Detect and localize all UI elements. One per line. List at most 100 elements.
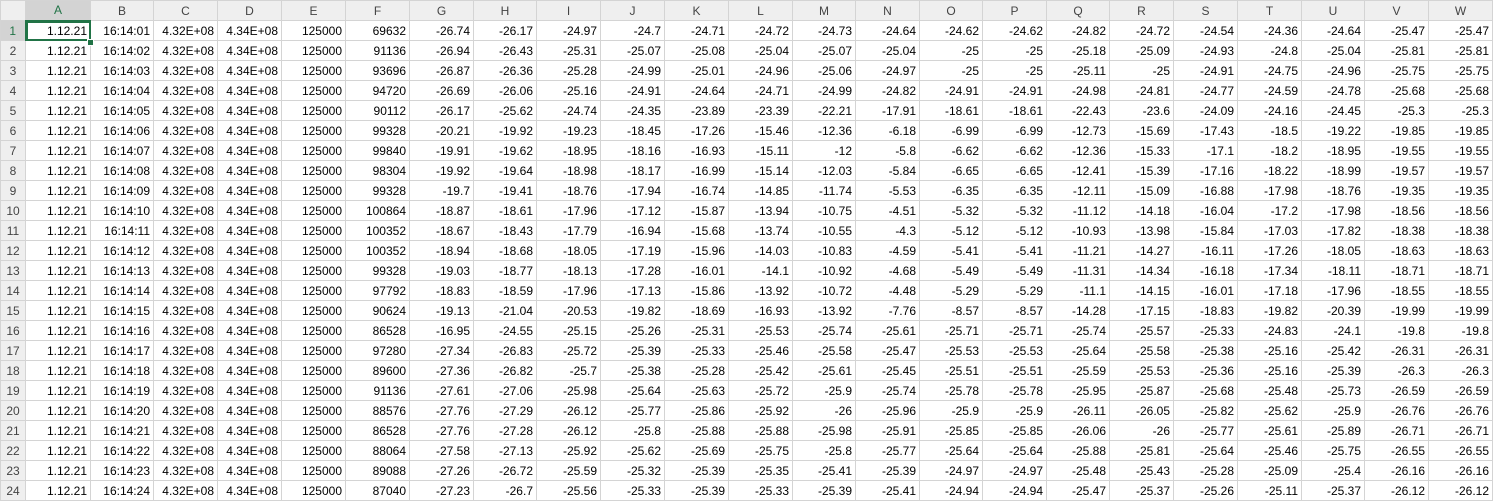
cell-i14[interactable]: -17.96 bbox=[536, 280, 601, 301]
cell-r13[interactable]: -14.34 bbox=[1109, 260, 1174, 281]
cell-s3[interactable]: -24.91 bbox=[1173, 60, 1238, 81]
cell-h16[interactable]: -24.55 bbox=[473, 320, 537, 341]
cell-u5[interactable]: -24.45 bbox=[1301, 100, 1365, 121]
cell-k13[interactable]: -16.01 bbox=[664, 260, 729, 281]
cell-r20[interactable]: -26.05 bbox=[1109, 400, 1174, 421]
cell-o12[interactable]: -5.41 bbox=[919, 240, 983, 261]
cell-h10[interactable]: -18.61 bbox=[473, 200, 537, 221]
cell-d24[interactable]: 4.34E+08 bbox=[217, 480, 282, 501]
cell-h13[interactable]: -18.77 bbox=[473, 260, 537, 281]
cell-i23[interactable]: -25.59 bbox=[536, 460, 601, 481]
cell-o4[interactable]: -24.91 bbox=[919, 80, 983, 101]
cell-a8[interactable]: 1.12.21 bbox=[25, 160, 91, 181]
cell-r14[interactable]: -14.15 bbox=[1109, 280, 1174, 301]
cell-w19[interactable]: -26.59 bbox=[1428, 380, 1493, 401]
column-header-o[interactable]: O bbox=[919, 0, 983, 21]
cell-k23[interactable]: -25.39 bbox=[664, 460, 729, 481]
cell-c19[interactable]: 4.32E+08 bbox=[153, 380, 218, 401]
cell-s12[interactable]: -16.11 bbox=[1173, 240, 1238, 261]
cell-b10[interactable]: 16:14:10 bbox=[90, 200, 154, 221]
row-header-4[interactable]: 4 bbox=[0, 80, 26, 101]
cell-q23[interactable]: -25.48 bbox=[1046, 460, 1110, 481]
cell-f15[interactable]: 90624 bbox=[345, 300, 410, 321]
row-header-15[interactable]: 15 bbox=[0, 300, 26, 321]
cell-l9[interactable]: -14.85 bbox=[728, 180, 793, 201]
cell-i24[interactable]: -25.56 bbox=[536, 480, 601, 501]
cell-f18[interactable]: 89600 bbox=[345, 360, 410, 381]
cell-g21[interactable]: -27.76 bbox=[409, 420, 474, 441]
column-header-k[interactable]: K bbox=[664, 0, 729, 21]
cell-h2[interactable]: -26.43 bbox=[473, 40, 537, 61]
cell-o7[interactable]: -6.62 bbox=[919, 140, 983, 161]
cell-a13[interactable]: 1.12.21 bbox=[25, 260, 91, 281]
cell-g16[interactable]: -16.95 bbox=[409, 320, 474, 341]
cell-p8[interactable]: -6.65 bbox=[982, 160, 1047, 181]
cell-h18[interactable]: -26.82 bbox=[473, 360, 537, 381]
cell-a15[interactable]: 1.12.21 bbox=[25, 300, 91, 321]
cell-v3[interactable]: -25.75 bbox=[1364, 60, 1429, 81]
cell-s13[interactable]: -16.18 bbox=[1173, 260, 1238, 281]
cell-r16[interactable]: -25.57 bbox=[1109, 320, 1174, 341]
cell-o10[interactable]: -5.32 bbox=[919, 200, 983, 221]
cell-t21[interactable]: -25.61 bbox=[1237, 420, 1302, 441]
cell-p12[interactable]: -5.41 bbox=[982, 240, 1047, 261]
cell-n10[interactable]: -4.51 bbox=[855, 200, 920, 221]
cell-h3[interactable]: -26.36 bbox=[473, 60, 537, 81]
cell-d6[interactable]: 4.34E+08 bbox=[217, 120, 282, 141]
cell-f12[interactable]: 100352 bbox=[345, 240, 410, 261]
cell-h20[interactable]: -27.29 bbox=[473, 400, 537, 421]
cell-s11[interactable]: -15.84 bbox=[1173, 220, 1238, 241]
cell-i3[interactable]: -25.28 bbox=[536, 60, 601, 81]
cell-g10[interactable]: -18.87 bbox=[409, 200, 474, 221]
cell-s24[interactable]: -25.26 bbox=[1173, 480, 1238, 501]
cell-h12[interactable]: -18.68 bbox=[473, 240, 537, 261]
cell-c21[interactable]: 4.32E+08 bbox=[153, 420, 218, 441]
row-header-23[interactable]: 23 bbox=[0, 460, 26, 481]
cell-l13[interactable]: -14.1 bbox=[728, 260, 793, 281]
cell-u23[interactable]: -25.4 bbox=[1301, 460, 1365, 481]
cell-r11[interactable]: -13.98 bbox=[1109, 220, 1174, 241]
cell-k3[interactable]: -25.01 bbox=[664, 60, 729, 81]
cell-l2[interactable]: -25.04 bbox=[728, 40, 793, 61]
cell-u22[interactable]: -25.75 bbox=[1301, 440, 1365, 461]
cell-u4[interactable]: -24.78 bbox=[1301, 80, 1365, 101]
cell-b3[interactable]: 16:14:03 bbox=[90, 60, 154, 81]
cell-l10[interactable]: -13.94 bbox=[728, 200, 793, 221]
cell-j24[interactable]: -25.33 bbox=[600, 480, 665, 501]
cell-n23[interactable]: -25.39 bbox=[855, 460, 920, 481]
cell-t22[interactable]: -25.46 bbox=[1237, 440, 1302, 461]
cell-p17[interactable]: -25.53 bbox=[982, 340, 1047, 361]
cell-a6[interactable]: 1.12.21 bbox=[25, 120, 91, 141]
cell-m5[interactable]: -22.21 bbox=[792, 100, 856, 121]
cell-p15[interactable]: -8.57 bbox=[982, 300, 1047, 321]
cell-v6[interactable]: -19.85 bbox=[1364, 120, 1429, 141]
cell-n12[interactable]: -4.59 bbox=[855, 240, 920, 261]
cell-e20[interactable]: 125000 bbox=[281, 400, 346, 421]
cell-c4[interactable]: 4.32E+08 bbox=[153, 80, 218, 101]
cell-t6[interactable]: -18.5 bbox=[1237, 120, 1302, 141]
cell-h4[interactable]: -26.06 bbox=[473, 80, 537, 101]
cell-v11[interactable]: -18.38 bbox=[1364, 220, 1429, 241]
cell-j1[interactable]: -24.7 bbox=[600, 20, 665, 41]
cell-h9[interactable]: -19.41 bbox=[473, 180, 537, 201]
cell-o19[interactable]: -25.78 bbox=[919, 380, 983, 401]
cell-k12[interactable]: -15.96 bbox=[664, 240, 729, 261]
cell-a16[interactable]: 1.12.21 bbox=[25, 320, 91, 341]
cell-p5[interactable]: -18.61 bbox=[982, 100, 1047, 121]
cell-j8[interactable]: -18.17 bbox=[600, 160, 665, 181]
cell-j18[interactable]: -25.38 bbox=[600, 360, 665, 381]
cell-k5[interactable]: -23.89 bbox=[664, 100, 729, 121]
cell-d16[interactable]: 4.34E+08 bbox=[217, 320, 282, 341]
cell-k7[interactable]: -16.93 bbox=[664, 140, 729, 161]
cell-v1[interactable]: -25.47 bbox=[1364, 20, 1429, 41]
cell-h1[interactable]: -26.17 bbox=[473, 20, 537, 41]
column-header-u[interactable]: U bbox=[1301, 0, 1365, 21]
cell-b13[interactable]: 16:14:13 bbox=[90, 260, 154, 281]
cell-m12[interactable]: -10.83 bbox=[792, 240, 856, 261]
cell-q13[interactable]: -11.31 bbox=[1046, 260, 1110, 281]
cell-h19[interactable]: -27.06 bbox=[473, 380, 537, 401]
cell-p4[interactable]: -24.91 bbox=[982, 80, 1047, 101]
column-header-m[interactable]: M bbox=[792, 0, 856, 21]
cell-f16[interactable]: 86528 bbox=[345, 320, 410, 341]
cell-o8[interactable]: -6.65 bbox=[919, 160, 983, 181]
